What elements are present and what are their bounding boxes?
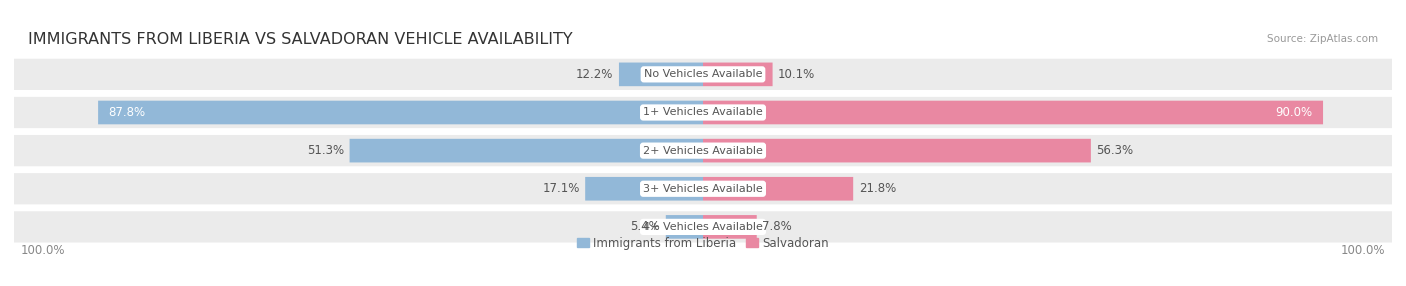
- FancyBboxPatch shape: [619, 63, 703, 86]
- Text: 87.8%: 87.8%: [108, 106, 146, 119]
- Text: 100.0%: 100.0%: [1340, 244, 1385, 257]
- FancyBboxPatch shape: [666, 215, 703, 239]
- FancyBboxPatch shape: [703, 215, 756, 239]
- FancyBboxPatch shape: [14, 211, 1392, 243]
- Text: 4+ Vehicles Available: 4+ Vehicles Available: [643, 222, 763, 232]
- FancyBboxPatch shape: [703, 101, 1323, 124]
- Text: 21.8%: 21.8%: [859, 182, 896, 195]
- FancyBboxPatch shape: [585, 177, 703, 200]
- Text: Source: ZipAtlas.com: Source: ZipAtlas.com: [1267, 34, 1378, 44]
- FancyBboxPatch shape: [14, 173, 1392, 204]
- FancyBboxPatch shape: [703, 177, 853, 200]
- FancyBboxPatch shape: [14, 135, 1392, 166]
- Text: 100.0%: 100.0%: [21, 244, 66, 257]
- FancyBboxPatch shape: [703, 63, 772, 86]
- Text: 90.0%: 90.0%: [1275, 106, 1313, 119]
- Text: No Vehicles Available: No Vehicles Available: [644, 69, 762, 79]
- FancyBboxPatch shape: [14, 97, 1392, 128]
- Text: 17.1%: 17.1%: [543, 182, 579, 195]
- FancyBboxPatch shape: [98, 101, 703, 124]
- FancyBboxPatch shape: [14, 59, 1392, 90]
- Text: 7.8%: 7.8%: [762, 221, 792, 233]
- Text: 5.4%: 5.4%: [630, 221, 661, 233]
- Text: 2+ Vehicles Available: 2+ Vehicles Available: [643, 146, 763, 156]
- Text: 51.3%: 51.3%: [307, 144, 344, 157]
- Text: 3+ Vehicles Available: 3+ Vehicles Available: [643, 184, 763, 194]
- Text: 1+ Vehicles Available: 1+ Vehicles Available: [643, 108, 763, 118]
- Text: 56.3%: 56.3%: [1097, 144, 1133, 157]
- Text: 12.2%: 12.2%: [576, 68, 613, 81]
- FancyBboxPatch shape: [350, 139, 703, 162]
- Text: IMMIGRANTS FROM LIBERIA VS SALVADORAN VEHICLE AVAILABILITY: IMMIGRANTS FROM LIBERIA VS SALVADORAN VE…: [28, 32, 572, 47]
- FancyBboxPatch shape: [703, 139, 1091, 162]
- Legend: Immigrants from Liberia, Salvadoran: Immigrants from Liberia, Salvadoran: [572, 232, 834, 255]
- Text: 10.1%: 10.1%: [778, 68, 815, 81]
